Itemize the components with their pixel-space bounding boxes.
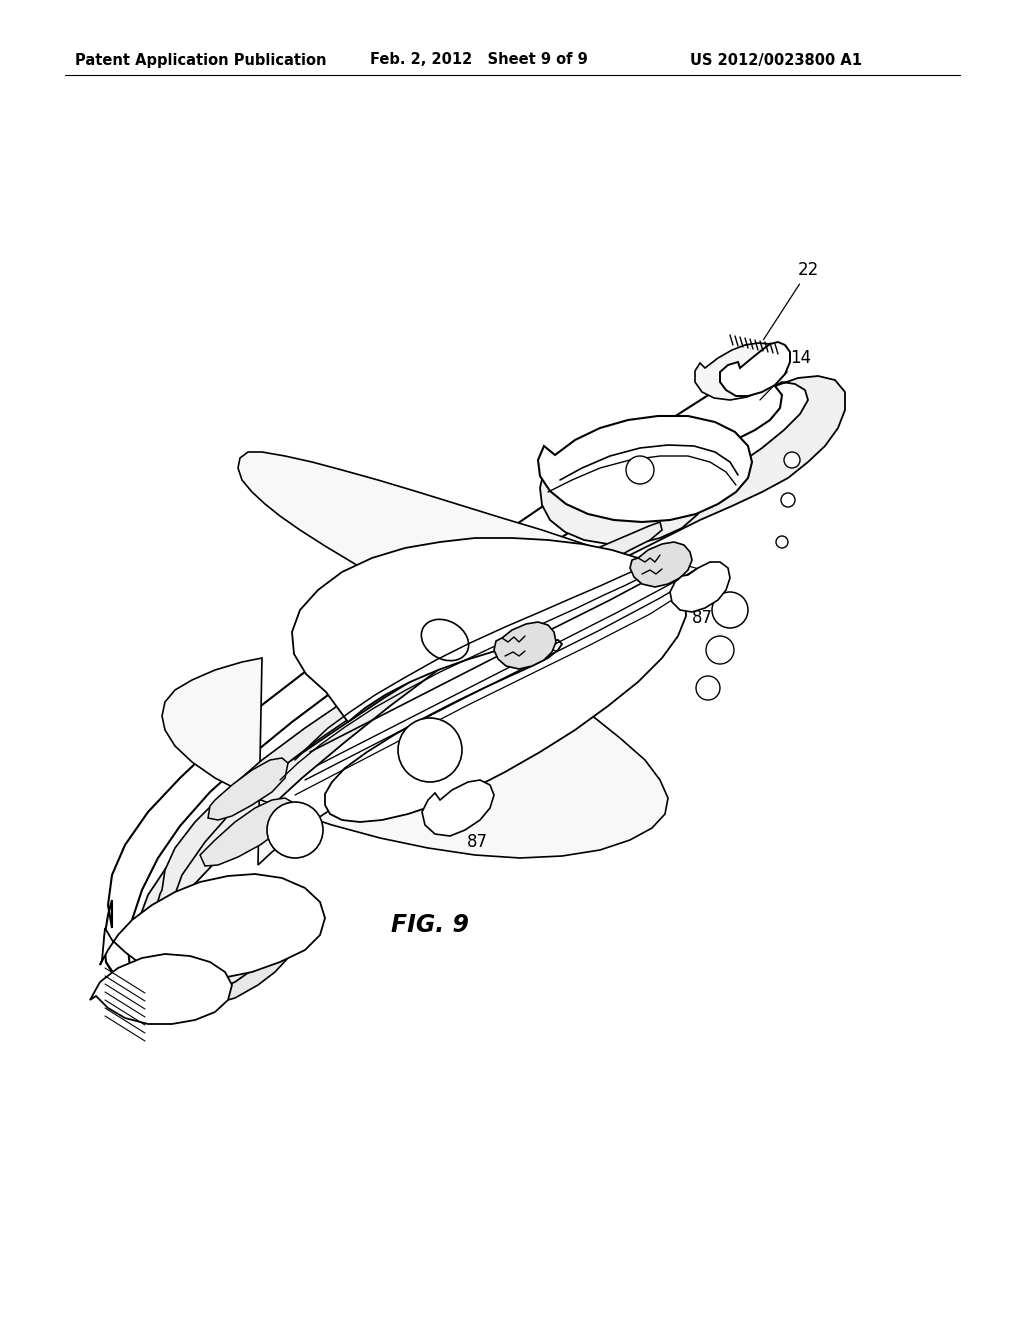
Polygon shape — [200, 799, 292, 866]
Text: 85: 85 — [538, 663, 621, 697]
Circle shape — [267, 803, 323, 858]
Polygon shape — [162, 451, 675, 865]
Text: US 2012/0023800 A1: US 2012/0023800 A1 — [690, 53, 862, 67]
Text: Feb. 2, 2012   Sheet 9 of 9: Feb. 2, 2012 Sheet 9 of 9 — [370, 53, 588, 67]
Circle shape — [398, 718, 462, 781]
Circle shape — [776, 536, 788, 548]
Polygon shape — [208, 758, 288, 820]
Polygon shape — [152, 521, 662, 970]
Text: FIG. 9: FIG. 9 — [391, 913, 469, 937]
Polygon shape — [90, 954, 232, 1024]
Text: 83: 83 — [685, 565, 729, 583]
Text: 14: 14 — [760, 348, 811, 400]
Circle shape — [696, 676, 720, 700]
Circle shape — [784, 451, 800, 469]
Polygon shape — [695, 343, 785, 400]
Circle shape — [781, 492, 795, 507]
Polygon shape — [292, 539, 686, 822]
Text: 87: 87 — [675, 607, 713, 627]
Circle shape — [712, 591, 748, 628]
Circle shape — [706, 636, 734, 664]
Polygon shape — [422, 780, 494, 836]
Circle shape — [626, 455, 654, 484]
Text: 30: 30 — [595, 635, 645, 657]
Polygon shape — [494, 622, 556, 669]
Text: 83: 83 — [548, 648, 631, 677]
Polygon shape — [538, 416, 752, 521]
Polygon shape — [100, 874, 325, 979]
Polygon shape — [106, 917, 295, 1008]
Text: 87: 87 — [451, 824, 488, 851]
Polygon shape — [135, 376, 845, 994]
Polygon shape — [670, 562, 730, 612]
Polygon shape — [104, 381, 782, 990]
Text: 22: 22 — [764, 261, 819, 339]
Text: 85: 85 — [679, 583, 721, 605]
Polygon shape — [720, 342, 790, 396]
Text: Patent Application Publication: Patent Application Publication — [75, 53, 327, 67]
Polygon shape — [630, 543, 692, 587]
Polygon shape — [540, 444, 706, 544]
